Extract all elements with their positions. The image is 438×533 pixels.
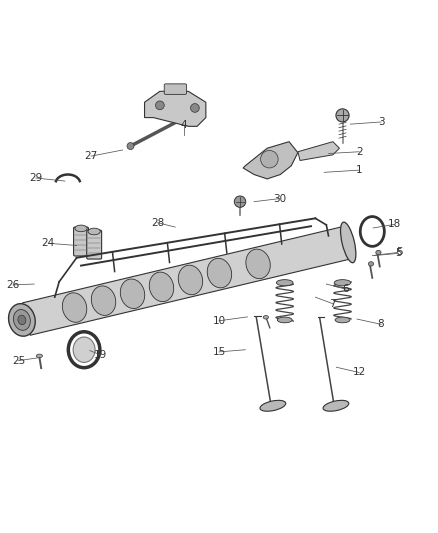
Circle shape — [261, 150, 278, 168]
Ellipse shape — [277, 317, 292, 323]
Ellipse shape — [75, 225, 87, 232]
Circle shape — [191, 103, 199, 112]
Circle shape — [336, 109, 349, 122]
Text: 15: 15 — [212, 347, 226, 357]
Ellipse shape — [335, 317, 350, 323]
Text: 8: 8 — [378, 319, 385, 329]
Polygon shape — [243, 142, 298, 179]
Text: 28: 28 — [151, 217, 164, 228]
Ellipse shape — [73, 337, 95, 362]
Circle shape — [155, 101, 164, 110]
Ellipse shape — [9, 304, 35, 336]
Text: 12: 12 — [353, 367, 366, 377]
Ellipse shape — [92, 286, 116, 316]
Text: 27: 27 — [85, 151, 98, 161]
FancyBboxPatch shape — [164, 84, 187, 94]
Ellipse shape — [260, 400, 286, 411]
Ellipse shape — [276, 280, 293, 286]
Text: 24: 24 — [42, 238, 55, 248]
Polygon shape — [145, 91, 206, 126]
Ellipse shape — [62, 293, 87, 322]
Text: 3: 3 — [378, 117, 385, 127]
Ellipse shape — [149, 272, 174, 302]
Text: 25: 25 — [12, 356, 25, 366]
Text: 6: 6 — [343, 284, 350, 294]
Text: 1: 1 — [356, 165, 363, 175]
Ellipse shape — [334, 280, 351, 286]
Ellipse shape — [368, 262, 374, 266]
Text: 5: 5 — [395, 248, 402, 259]
Text: 29: 29 — [29, 173, 42, 183]
Ellipse shape — [340, 222, 356, 263]
Ellipse shape — [18, 315, 26, 325]
Text: 26: 26 — [7, 280, 20, 290]
Ellipse shape — [88, 228, 100, 235]
FancyBboxPatch shape — [74, 227, 88, 256]
Ellipse shape — [120, 279, 145, 309]
Ellipse shape — [246, 249, 270, 279]
Text: 4: 4 — [180, 120, 187, 131]
Circle shape — [234, 196, 246, 207]
Ellipse shape — [207, 259, 232, 288]
FancyBboxPatch shape — [87, 230, 102, 259]
Polygon shape — [298, 142, 339, 160]
Ellipse shape — [323, 400, 349, 411]
Polygon shape — [22, 226, 352, 335]
Text: 10: 10 — [212, 316, 226, 326]
Text: 2: 2 — [356, 147, 363, 157]
Text: 5: 5 — [396, 247, 403, 257]
Ellipse shape — [178, 265, 203, 295]
Circle shape — [127, 142, 134, 150]
Ellipse shape — [263, 316, 268, 319]
Text: 18: 18 — [388, 220, 401, 229]
Text: 30: 30 — [273, 193, 286, 204]
Text: 19: 19 — [94, 350, 107, 360]
Ellipse shape — [14, 310, 30, 330]
Ellipse shape — [36, 354, 42, 358]
Ellipse shape — [376, 251, 381, 255]
Text: 7: 7 — [329, 298, 336, 309]
